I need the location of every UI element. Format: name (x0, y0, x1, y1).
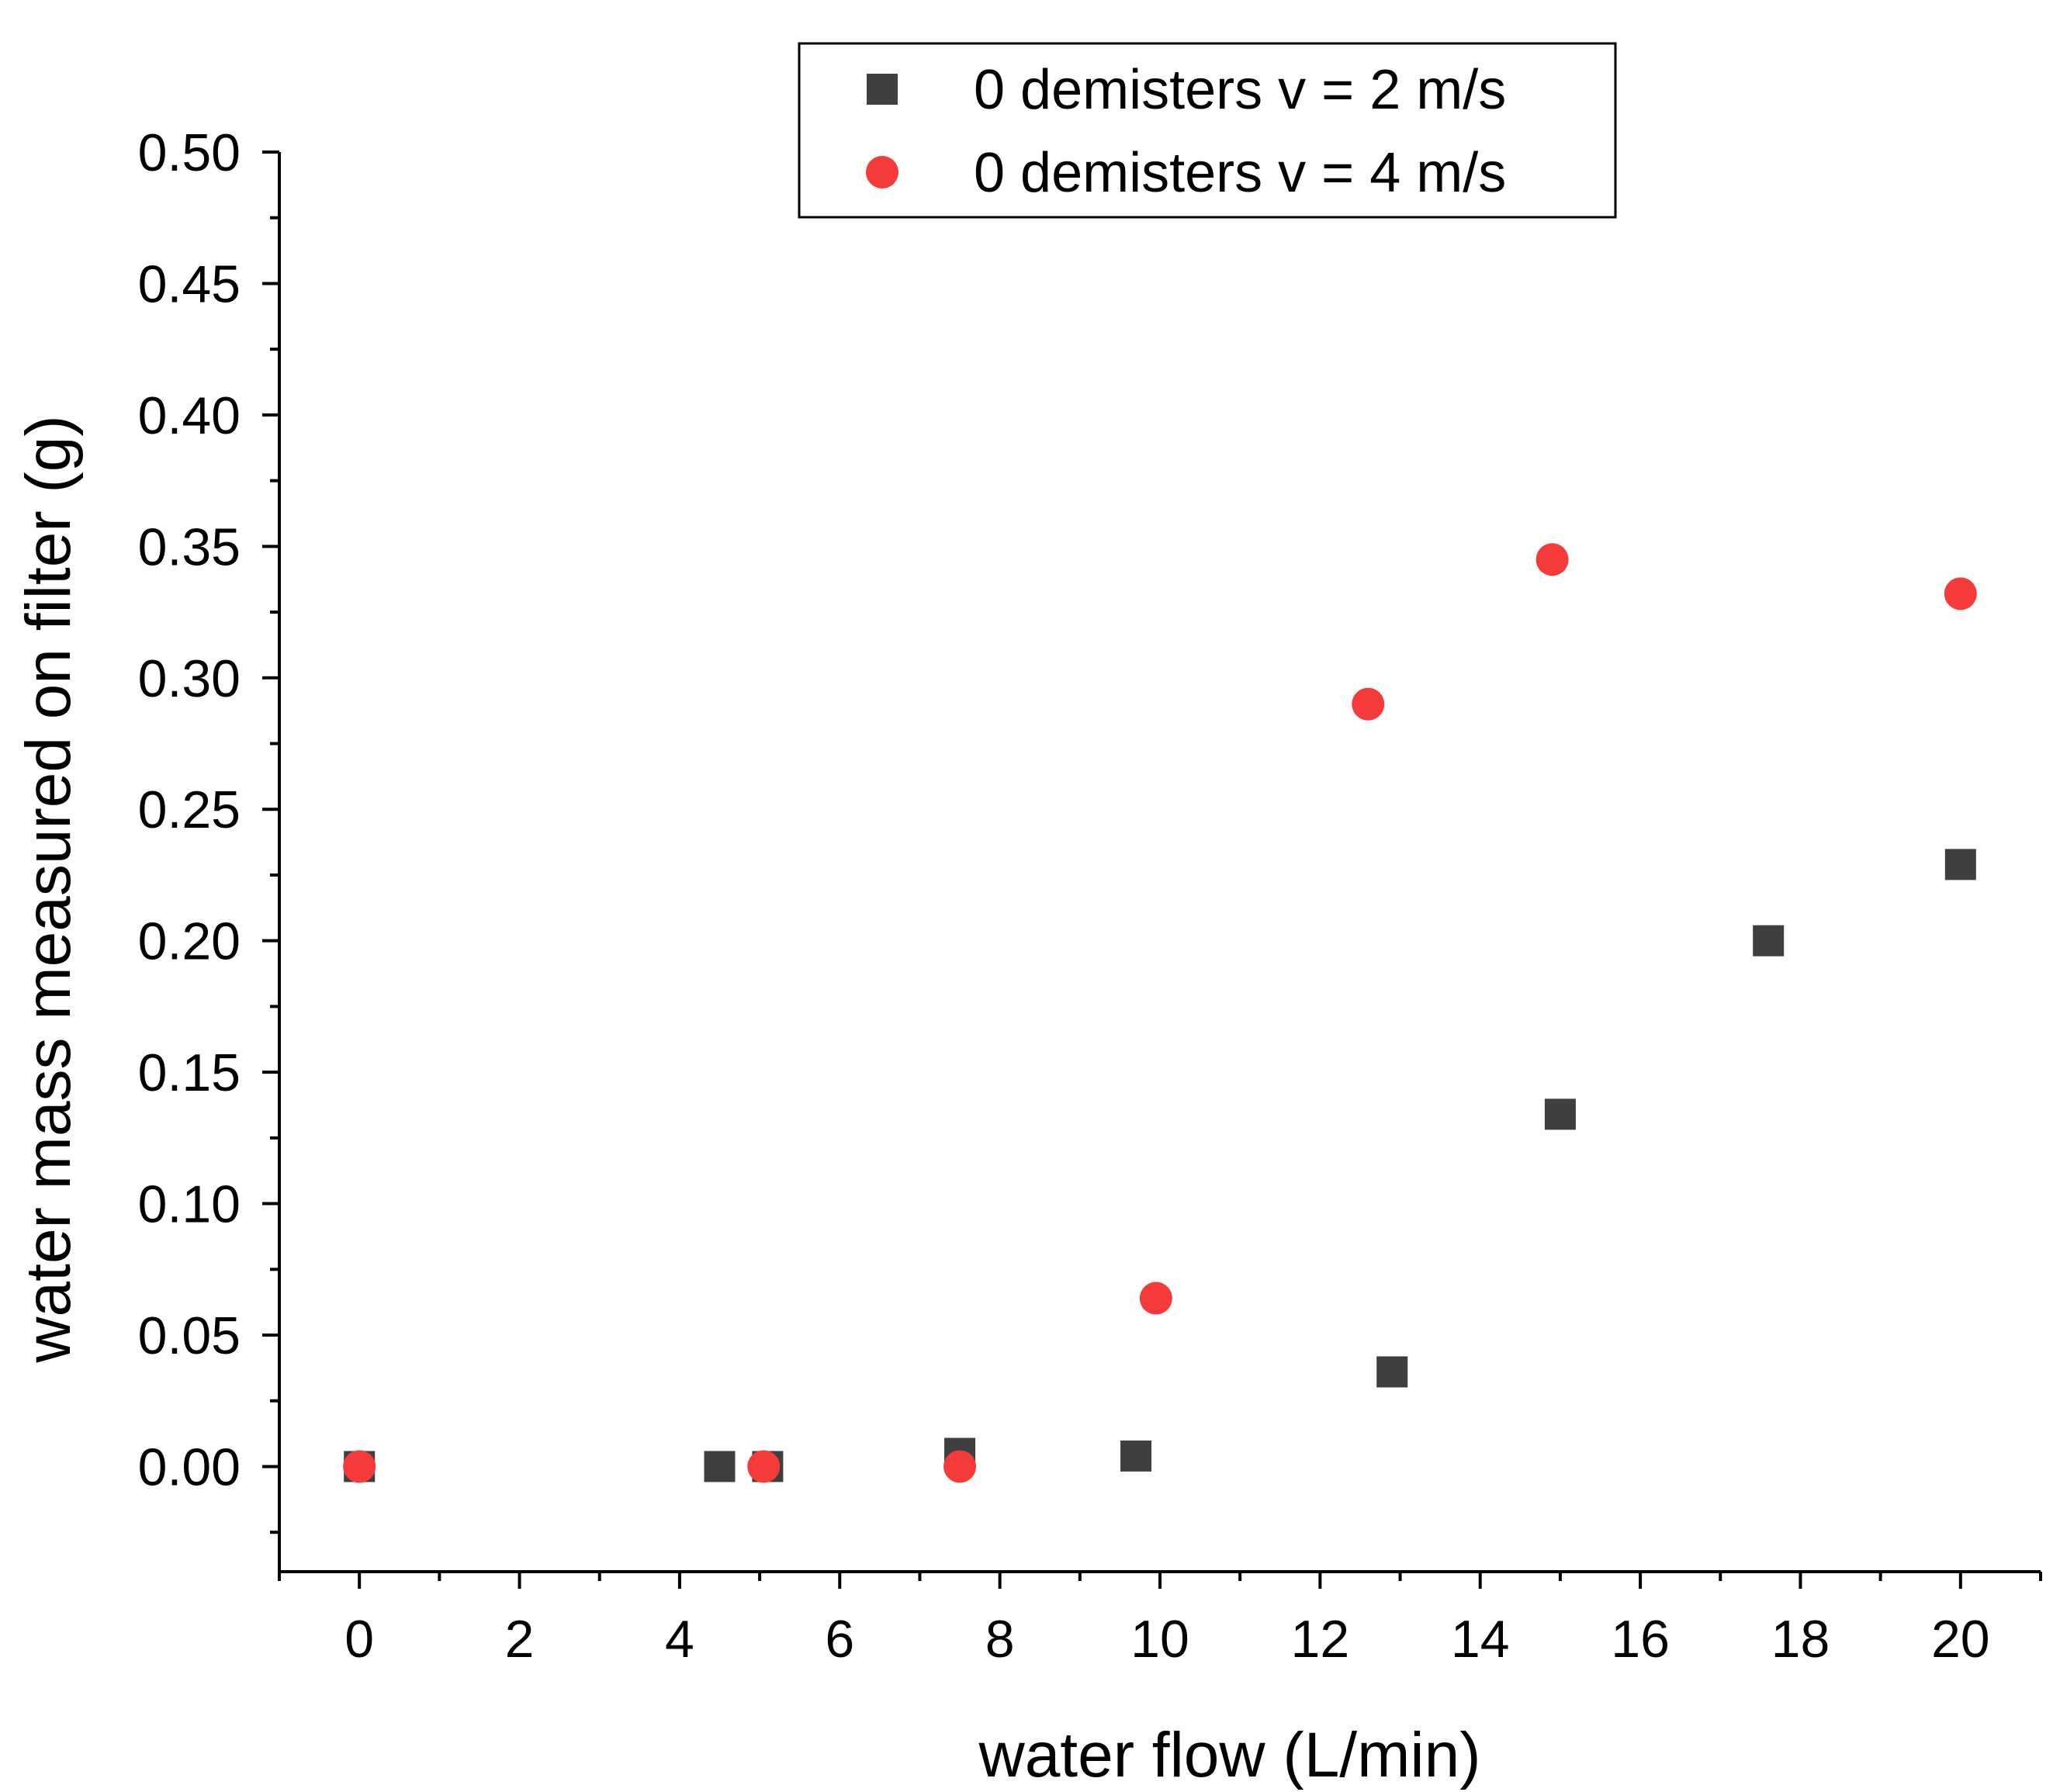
legend-label-series-1: 0 demisters v = 2 m/s (974, 59, 1506, 121)
x-tick-label: 2 (505, 1610, 535, 1669)
legend-marker-square (867, 74, 898, 105)
y-axis-title: water mass measured on filter (g) (13, 415, 84, 1363)
data-point-square (1944, 849, 1976, 880)
y-tick-label: 0.35 (138, 517, 241, 576)
y-tick-label: 0.40 (138, 386, 241, 445)
y-tick-label: 0.05 (138, 1306, 241, 1365)
y-tick-label: 0.10 (138, 1175, 241, 1234)
data-point-square (1544, 1098, 1576, 1130)
legend-label-series-2: 0 demisters v = 4 m/s (974, 142, 1506, 204)
data-point-circle (1535, 543, 1569, 576)
x-tick-label: 0 (344, 1610, 374, 1669)
data-point-circle (1352, 687, 1385, 721)
x-tick-label: 6 (825, 1610, 854, 1669)
y-tick-label: 0.15 (138, 1043, 241, 1102)
x-tick-label: 8 (985, 1610, 1015, 1669)
data-point-square (1120, 1440, 1152, 1472)
data-point-circle (1139, 1282, 1172, 1315)
y-tick-label: 0.50 (138, 123, 241, 182)
data-point-square (1753, 925, 1785, 957)
x-tick-label: 18 (1771, 1610, 1830, 1669)
y-tick-label: 0.00 (138, 1437, 241, 1496)
legend-marker-circle (866, 156, 898, 189)
x-axis-title: water flow (L/min) (978, 1720, 1480, 1790)
x-tick-label: 4 (665, 1610, 694, 1669)
data-point-circle (943, 1450, 977, 1483)
y-tick-label: 0.30 (138, 649, 241, 708)
legend-box (798, 42, 1617, 219)
data-point-circle (343, 1450, 376, 1483)
data-point-circle (747, 1450, 781, 1483)
y-tick-label: 0.25 (138, 780, 241, 839)
x-tick-label: 20 (1931, 1610, 1990, 1669)
y-tick-label: 0.20 (138, 912, 241, 971)
data-point-square (704, 1451, 736, 1482)
x-tick-label: 12 (1291, 1610, 1350, 1669)
x-tick-label: 14 (1451, 1610, 1510, 1669)
x-tick-label: 16 (1611, 1610, 1670, 1669)
data-point-circle (1944, 577, 1977, 611)
y-tick-label: 0.45 (138, 254, 241, 313)
x-tick-label: 10 (1130, 1610, 1189, 1669)
ticks: 0 2 4 6 8 10 12 14 16 18 20 0.00 0.05 0.10 0.15 0.20 0.2… (138, 123, 2042, 1669)
data-point-square (1376, 1356, 1408, 1388)
legend: 0 demisters v = 2 m/s 0 demisters v = 4 … (798, 42, 1617, 219)
data-marks (343, 543, 1977, 1483)
